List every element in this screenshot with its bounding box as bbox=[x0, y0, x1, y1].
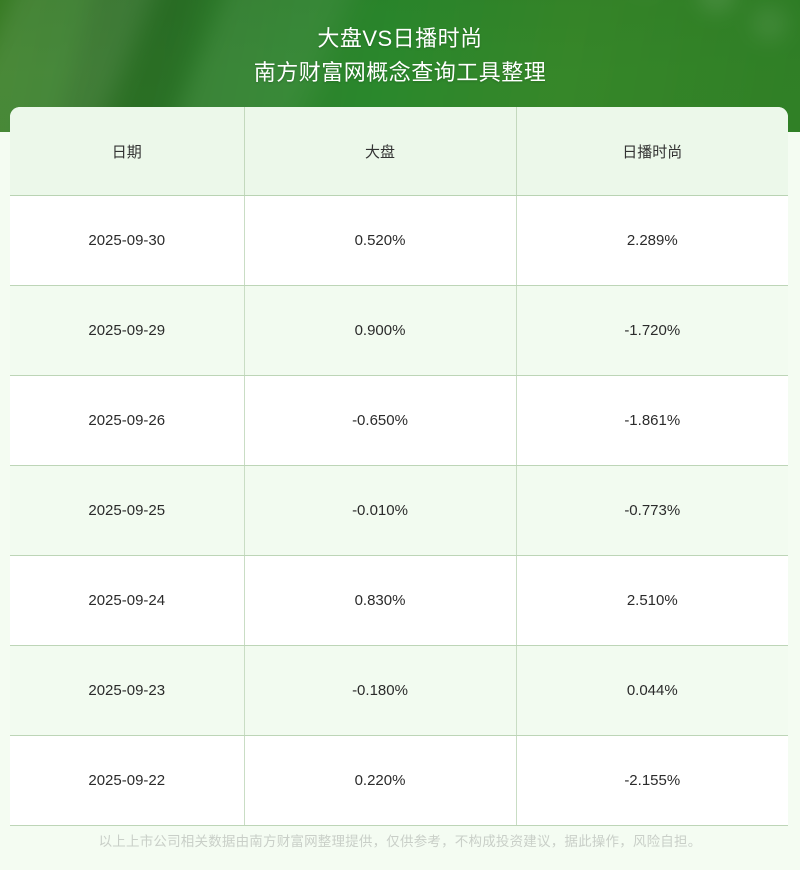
cell-index: 0.220% bbox=[244, 735, 517, 826]
cell-stock: 2.510% bbox=[516, 555, 788, 646]
cell-stock: -1.861% bbox=[516, 375, 788, 466]
cell-text: 0.900% bbox=[354, 322, 406, 339]
cell-text: 2025-09-29 bbox=[88, 322, 166, 339]
cell-text: -0.650% bbox=[352, 412, 408, 429]
column-header-index[interactable]: 大盘 bbox=[244, 107, 517, 196]
table-row[interactable]: 2025-09-26 -0.650% -1.861% bbox=[10, 375, 788, 466]
cell-text: 0.520% bbox=[354, 232, 406, 249]
column-header-date[interactable]: 日期 bbox=[10, 107, 245, 196]
cell-date: 2025-09-22 bbox=[10, 735, 245, 826]
table-row[interactable]: 2025-09-25 -0.010% -0.773% bbox=[10, 465, 788, 556]
cell-text: 2.289% bbox=[626, 232, 678, 249]
cell-text: -0.773% bbox=[624, 502, 681, 519]
cell-date: 2025-09-30 bbox=[10, 195, 245, 286]
cell-index: 0.520% bbox=[244, 195, 517, 286]
cell-date: 2025-09-23 bbox=[10, 645, 245, 736]
footer-disclaimer: 以上上市公司相关数据由南方财富网整理提供，仅供参考，不构成投资建议，据此操作，风… bbox=[98, 834, 702, 849]
cell-text: 2025-09-24 bbox=[88, 592, 166, 609]
cell-stock: 0.044% bbox=[516, 645, 788, 736]
cell-text: 2025-09-23 bbox=[88, 682, 166, 699]
cell-text: 2025-09-30 bbox=[88, 232, 166, 249]
cell-text: 2.510% bbox=[626, 592, 678, 609]
table-row[interactable]: 2025-09-23 -0.180% 0.044% bbox=[10, 645, 788, 736]
cell-stock: -1.720% bbox=[516, 285, 788, 376]
cell-text: 0.830% bbox=[354, 592, 406, 609]
cell-index: 0.900% bbox=[244, 285, 517, 376]
cell-text: -1.720% bbox=[624, 322, 681, 339]
column-header-stock[interactable]: 日播时尚 bbox=[516, 107, 788, 196]
comparison-table: 日期 大盘 日播时尚 2025-09-30 0.520% 2.289% 2025-09… bbox=[10, 107, 788, 826]
cell-text: -0.180% bbox=[352, 682, 408, 699]
cell-text: -2.155% bbox=[624, 772, 681, 789]
cell-index: 0.830% bbox=[244, 555, 517, 646]
cell-text: -0.010% bbox=[352, 502, 408, 519]
table-row[interactable]: 2025-09-30 0.520% 2.289% bbox=[10, 195, 788, 286]
cell-text: 2025-09-26 bbox=[88, 412, 166, 429]
cell-date: 2025-09-29 bbox=[10, 285, 245, 376]
cell-stock: -0.773% bbox=[516, 465, 788, 556]
cell-date: 2025-09-25 bbox=[10, 465, 245, 556]
page-subtitle: 南方财富网概念查询工具整理 bbox=[253, 60, 547, 85]
data-table-card: 日期 大盘 日播时尚 2025-09-30 0.520% 2.289% 2025-09… bbox=[10, 107, 788, 826]
cell-text: 2025-09-22 bbox=[88, 772, 166, 789]
cell-stock: 2.289% bbox=[516, 195, 788, 286]
header-banner: 大盘VS日播时尚 南方财富网概念查询工具整理 bbox=[0, 0, 800, 132]
cell-date: 2025-09-24 bbox=[10, 555, 245, 646]
cell-text: -1.861% bbox=[624, 412, 681, 429]
table-header: 日期 大盘 日播时尚 bbox=[10, 107, 788, 196]
cell-text: 2025-09-25 bbox=[88, 502, 166, 519]
page-title: 大盘VS日播时尚 bbox=[317, 26, 483, 51]
cell-index: -0.010% bbox=[244, 465, 517, 556]
cell-index: -0.180% bbox=[244, 645, 517, 736]
cell-stock: -2.155% bbox=[516, 735, 788, 826]
table-header-row: 日期 大盘 日播时尚 bbox=[10, 107, 788, 196]
cell-index: -0.650% bbox=[244, 375, 517, 466]
cell-text: 0.044% bbox=[626, 682, 678, 699]
table-row[interactable]: 2025-09-24 0.830% 2.510% bbox=[10, 555, 788, 646]
table-row[interactable]: 2025-09-29 0.900% -1.720% bbox=[10, 285, 788, 376]
cell-text: 0.220% bbox=[354, 772, 406, 789]
table-row[interactable]: 2025-09-22 0.220% -2.155% bbox=[10, 735, 788, 826]
cell-date: 2025-09-26 bbox=[10, 375, 245, 466]
table-body: 2025-09-30 0.520% 2.289% 2025-09-29 0.900% -1… bbox=[10, 195, 788, 826]
